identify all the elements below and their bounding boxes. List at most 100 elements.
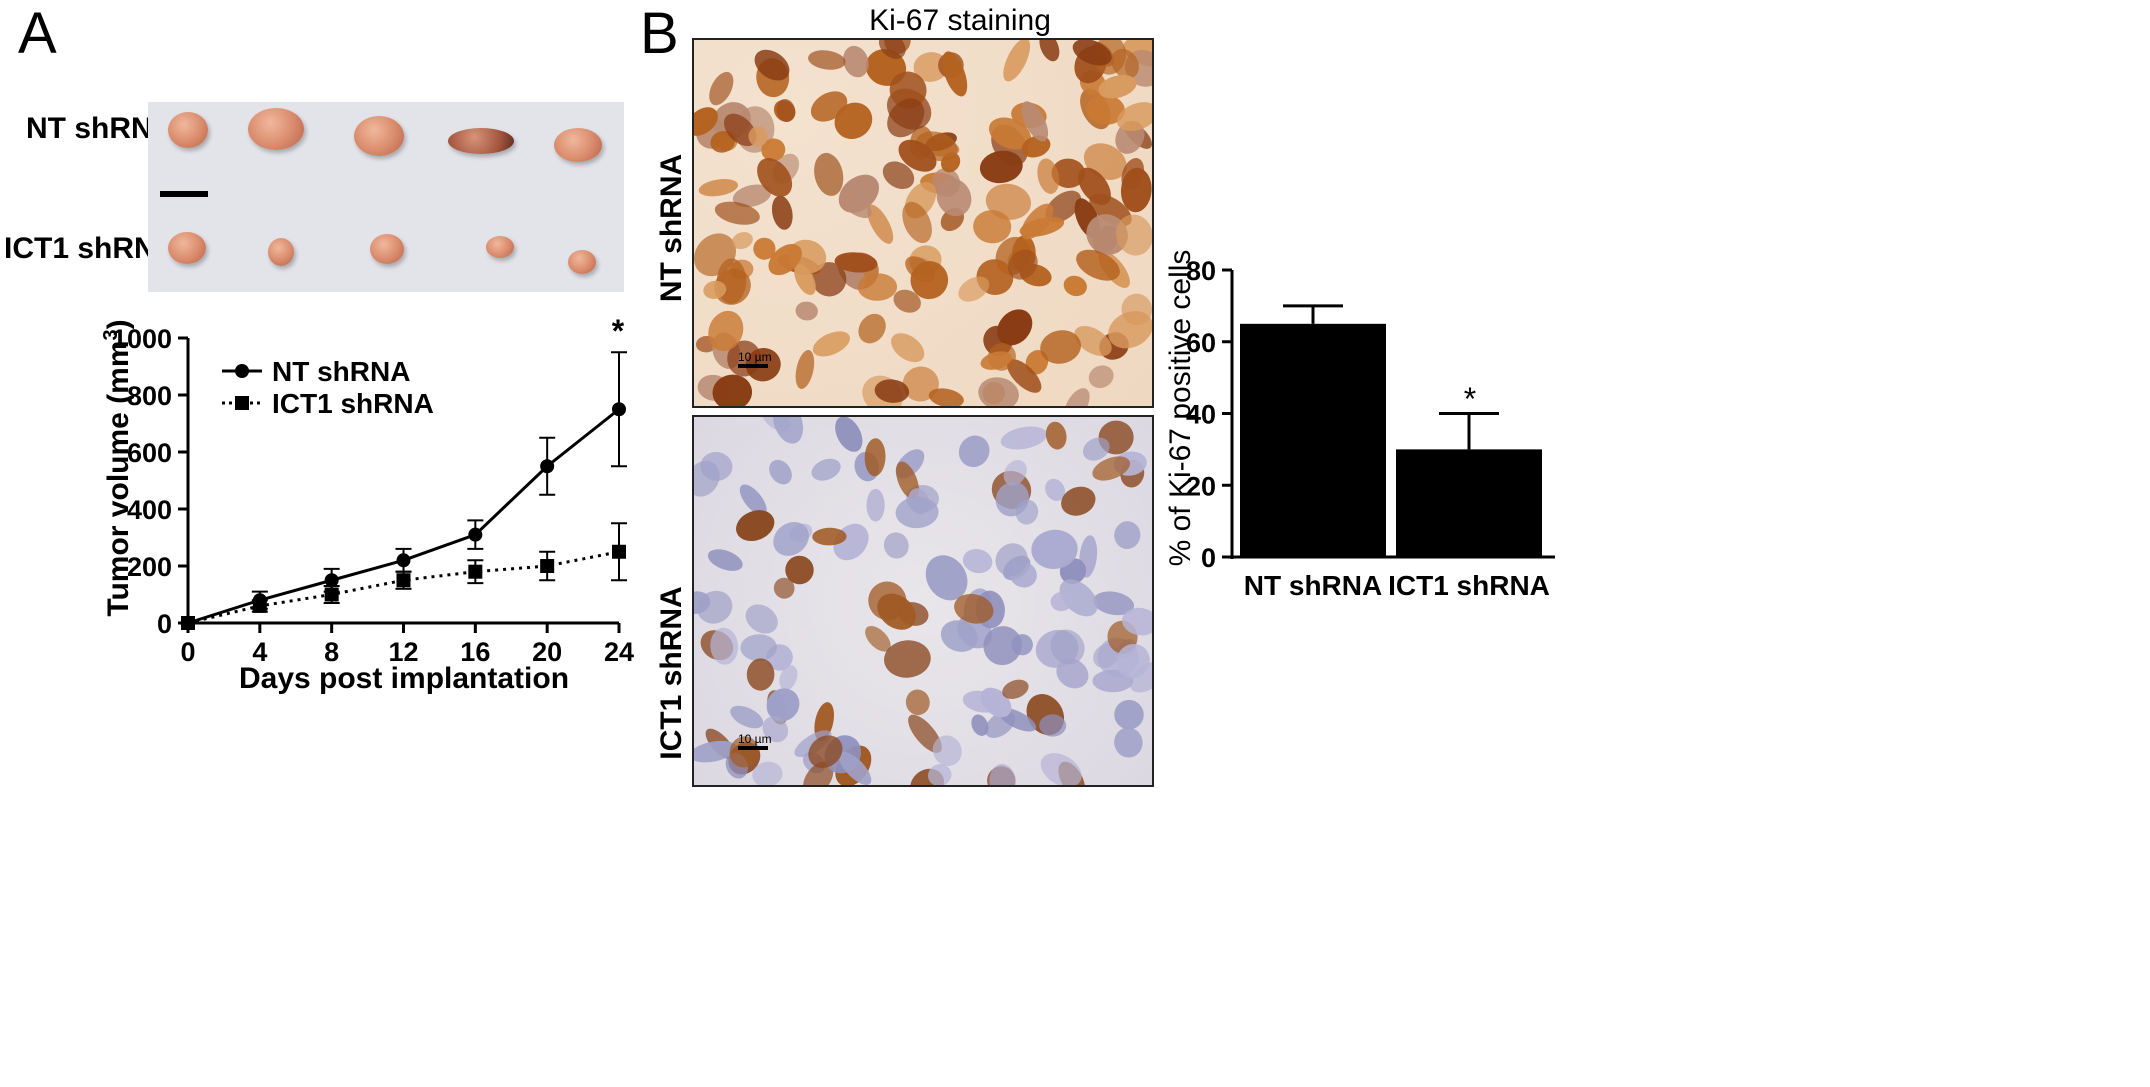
cell-nucleus (771, 195, 793, 230)
cell-nucleus (757, 158, 793, 197)
cell-nucleus (773, 577, 795, 599)
line-series-ict1 (181, 522, 627, 630)
cell-nucleus (1074, 325, 1112, 357)
line-chart-y-tick-label: 1000 (112, 324, 172, 354)
cell-nucleus (708, 310, 744, 352)
cell-nucleus (768, 244, 802, 276)
cell-nucleus (1116, 102, 1152, 132)
cell-nucleus (709, 71, 734, 106)
cell-nucleus (730, 705, 764, 729)
bar-chart-y-axis-label: % of Ki-67 positive cells (1164, 250, 1197, 567)
cell-nucleus (694, 740, 737, 763)
cell-nucleus (867, 204, 894, 244)
bar-chart-y-tick-label: 20 (1186, 471, 1216, 501)
cell-nucleus (1114, 521, 1141, 549)
cell-nucleus (772, 417, 804, 444)
cell-nucleus (905, 689, 930, 716)
cell-nucleus (795, 301, 818, 321)
cell-nucleus (866, 488, 885, 522)
tumor-nt-2 (248, 108, 304, 150)
cell-nucleus (962, 549, 993, 574)
cell-nucleus (694, 107, 718, 136)
cell-nucleus (752, 761, 783, 785)
cell-nucleus (808, 735, 843, 769)
cell-nucleus (1064, 388, 1090, 406)
micro-scale-text-ict1: 10 µm (738, 732, 772, 746)
cell-nucleus (898, 139, 937, 172)
bar-group-ict1: ICT1 shRNA (1388, 412, 1550, 601)
legend-marker-nt (235, 364, 249, 378)
cell-nucleus (908, 714, 942, 753)
micrograph-nt-shrna: 10 µm (692, 38, 1154, 408)
cell-nucleus (962, 690, 1001, 713)
cell-nucleus (1003, 460, 1027, 486)
tumor-volume-line-chart: 0 200 400 600 800 1000 0 4 8 12 16 20 24 Days post i… (100, 313, 634, 695)
cell-nucleus (1114, 727, 1143, 758)
cell-nucleus (811, 458, 841, 481)
line-chart-x-tick-label: 4 (252, 637, 267, 667)
line-chart-y-axis-label-suffix: ) (102, 319, 135, 329)
cell-nucleus (984, 711, 1016, 738)
cell-nucleus (1115, 214, 1152, 256)
tumor-ict1-2 (268, 238, 294, 266)
line-chart-x-axis-label: Days post implantation (239, 662, 569, 695)
cell-nucleus (1056, 658, 1089, 689)
cell-nucleus (865, 626, 891, 652)
tumor-ict1-3 (370, 234, 404, 264)
cell-nucleus (1031, 529, 1078, 570)
cell-nucleus (723, 113, 757, 147)
cell-nucleus (1021, 203, 1054, 240)
cell-nucleus (1122, 607, 1152, 636)
cell-nucleus (858, 313, 886, 344)
cell-nucleus (1039, 40, 1060, 62)
ki67-staining-title: Ki-67 staining (869, 4, 1051, 37)
cell-nucleus (1114, 699, 1144, 730)
cell-nucleus (1039, 714, 1067, 737)
cell-nucleus (928, 388, 964, 406)
micrograph-ict1-shrna: 10 µm (692, 415, 1154, 787)
cell-nucleus (754, 49, 790, 81)
micro-scale-bar-ict1 (738, 746, 768, 750)
cell-nucleus (1082, 437, 1110, 461)
cell-nucleus (925, 555, 968, 601)
cell-nucleus (1007, 359, 1042, 393)
micrograph-nt-cells (694, 40, 1152, 406)
data-point (468, 527, 483, 542)
legend-marker-ict1 (235, 396, 249, 410)
cell-nucleus (1088, 365, 1114, 388)
cell-nucleus (978, 377, 1019, 406)
cell-nucleus (812, 331, 850, 357)
cell-nucleus (739, 484, 767, 516)
micro-scale-text-nt: 10 µm (738, 350, 772, 364)
cell-nucleus (766, 688, 800, 722)
cell-nucleus (891, 333, 925, 363)
data-point (181, 616, 195, 630)
line-chart-x-tick-label: 8 (324, 637, 339, 667)
cell-nucleus (1051, 158, 1086, 189)
cell-nucleus (878, 40, 906, 59)
data-point (396, 573, 411, 588)
line-chart-significance-star: * (612, 313, 625, 349)
line-chart-y-axis-label: Tumor volume (mm3) (100, 319, 135, 616)
ki67-bar-chart: 0 20 40 60 80 NT shRNA ICT1 shRNA % of Ki-67 … (1164, 250, 1555, 601)
cell-nucleus (838, 751, 872, 785)
cell-nucleus (694, 460, 720, 497)
line-chart-x-tick-label: 24 (604, 637, 634, 667)
cell-nucleus (703, 280, 727, 299)
line-chart-y-tick-label: 0 (157, 609, 172, 639)
cell-nucleus (714, 201, 760, 225)
cell-nucleus (857, 273, 898, 301)
cell-nucleus (1121, 293, 1152, 326)
bar-chart-significance-star: * (1464, 381, 1476, 417)
line-chart-legend: NT shRNA ICT1 shRNA (222, 356, 434, 419)
cell-nucleus (882, 161, 915, 189)
cell-nucleus (835, 417, 863, 452)
data-point (324, 573, 339, 588)
tumor-photo (148, 102, 624, 292)
cell-nucleus (731, 232, 753, 250)
bar (1396, 449, 1542, 557)
micro-scale-bar-nt (738, 364, 768, 368)
legend-label-ict1: ICT1 shRNA (272, 388, 434, 419)
cell-nucleus (895, 496, 939, 529)
cell-nucleus (748, 126, 768, 147)
